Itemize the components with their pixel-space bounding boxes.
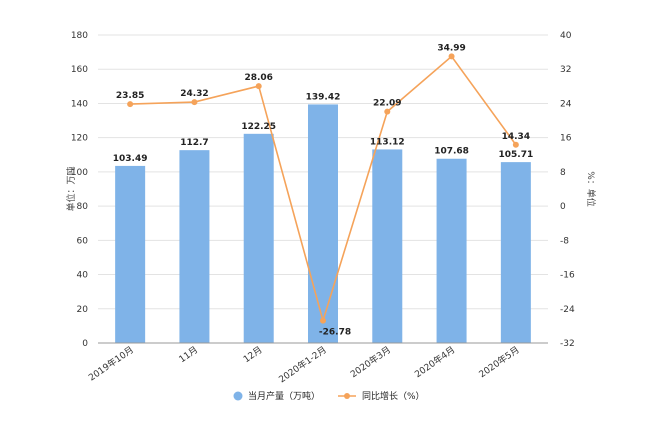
x-tick-label: 2020年1-2月	[276, 344, 328, 386]
y-left-tick-label: 60	[77, 236, 89, 246]
bar-value-label: 112.7	[180, 138, 208, 148]
y-left-axis-title: 单位：万吨	[65, 166, 77, 211]
legend-swatch-line-point	[344, 393, 350, 399]
line-point	[255, 83, 262, 90]
x-tick-label: 12月	[241, 344, 264, 365]
legend-label-line: 同比增长（%）	[362, 390, 425, 402]
y-left-tick-label: 180	[71, 31, 88, 41]
line-value-label: 23.85	[116, 91, 144, 101]
bar	[308, 104, 338, 343]
bar	[500, 162, 531, 343]
line-value-label: 14.34	[502, 132, 530, 142]
x-tick-label: 2019年10月	[86, 344, 136, 384]
y-right-tick-label: -24	[560, 305, 575, 315]
y-right-tick-label: 8	[560, 168, 566, 178]
y-right-tick-label: -16	[560, 271, 575, 281]
y-right-tick-label: 24	[560, 99, 572, 109]
y-left-tick-label: 20	[77, 305, 89, 315]
bar-value-label: 139.42	[306, 92, 341, 102]
x-tick-label: 2020年4月	[412, 344, 457, 381]
y-left-tick-label: 0	[82, 339, 88, 349]
bar-value-label: 103.49	[113, 154, 148, 164]
x-tick-label: 11月	[177, 344, 200, 365]
x-tick-label: 2020年5月	[476, 344, 521, 381]
y-left-tick-label: 160	[71, 65, 88, 75]
line-point	[191, 99, 198, 106]
legend-label-bar: 当月产量（万吨）	[248, 390, 320, 402]
y-right-tick-label: 0	[560, 202, 566, 212]
y-left-tick-label: 120	[71, 134, 88, 144]
bar	[115, 165, 146, 343]
y-left-tick-label: 100	[71, 168, 88, 178]
line-point	[512, 141, 519, 148]
y-right-tick-label: 32	[560, 65, 571, 75]
bar	[436, 158, 467, 343]
y-left-tick-label: 80	[77, 202, 89, 212]
line-value-label: 28.06	[244, 73, 272, 83]
x-tick-label: 2020年3月	[348, 344, 393, 381]
y-right-tick-label: -32	[560, 339, 575, 349]
line-point	[127, 101, 134, 108]
bar	[179, 150, 210, 343]
y-left-tick-label: 140	[71, 99, 88, 109]
bar-value-label: 105.71	[498, 150, 533, 160]
legend-swatch-bar	[233, 391, 243, 401]
bar-value-label: 113.12	[370, 137, 405, 147]
bar-value-label: 107.68	[434, 147, 469, 157]
y-right-tick-label: 16	[560, 134, 572, 144]
y-right-tick-label: -8	[560, 236, 569, 246]
bar	[243, 133, 274, 343]
bar-value-label: 122.25	[241, 122, 276, 132]
y-right-axis-title: %：单位	[585, 171, 597, 207]
line-value-label: 22.09	[373, 99, 401, 109]
line-point	[320, 317, 326, 324]
line-point	[384, 108, 391, 115]
y-left-tick-label: 40	[77, 271, 89, 281]
y-right-tick-label: 40	[560, 31, 572, 41]
line-value-label: 34.99	[437, 43, 465, 53]
line-value-label: 24.32	[180, 89, 208, 99]
bar	[372, 149, 403, 343]
line-value-label: -26.78	[319, 328, 351, 338]
line-point	[448, 53, 455, 60]
